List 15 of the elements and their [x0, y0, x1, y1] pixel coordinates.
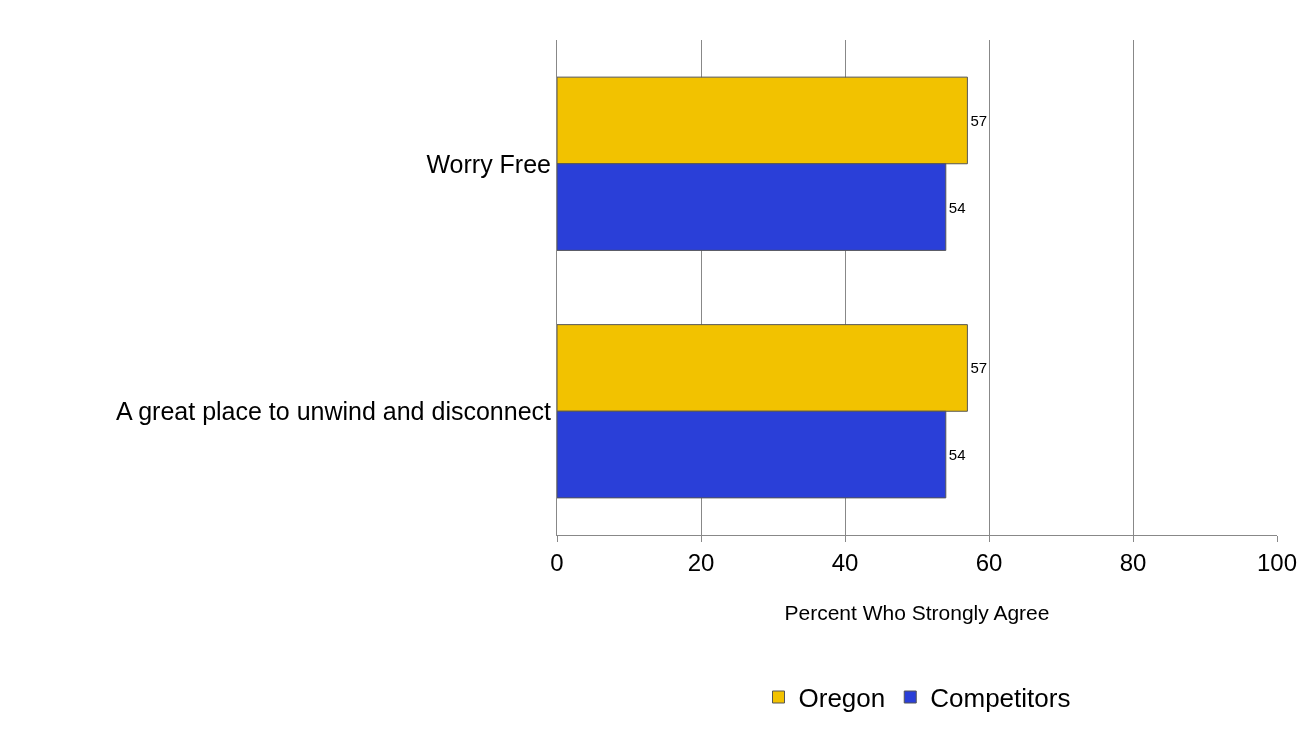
x-tick-label: 80: [1119, 548, 1147, 576]
x-tick-label: 40: [831, 548, 859, 576]
data-label: 54: [948, 198, 966, 216]
legend-label: Oregon: [798, 683, 886, 714]
x-tick-label: 100: [1256, 548, 1298, 576]
x-tick-label: 20: [687, 548, 715, 576]
y-tick-label: Worry Free: [426, 149, 551, 178]
data-label: 57: [970, 111, 988, 129]
x-axis-title: Percent Who Strongly Agree: [784, 601, 1050, 624]
x-tick-label: 0: [550, 548, 564, 576]
data-label: 57: [970, 359, 988, 377]
y-tick-label: A great place to unwind and disconnect: [115, 397, 552, 425]
x-tick-label: 60: [975, 548, 1003, 576]
legend-label: Competitors: [930, 683, 1071, 714]
data-label: 54: [948, 446, 966, 464]
